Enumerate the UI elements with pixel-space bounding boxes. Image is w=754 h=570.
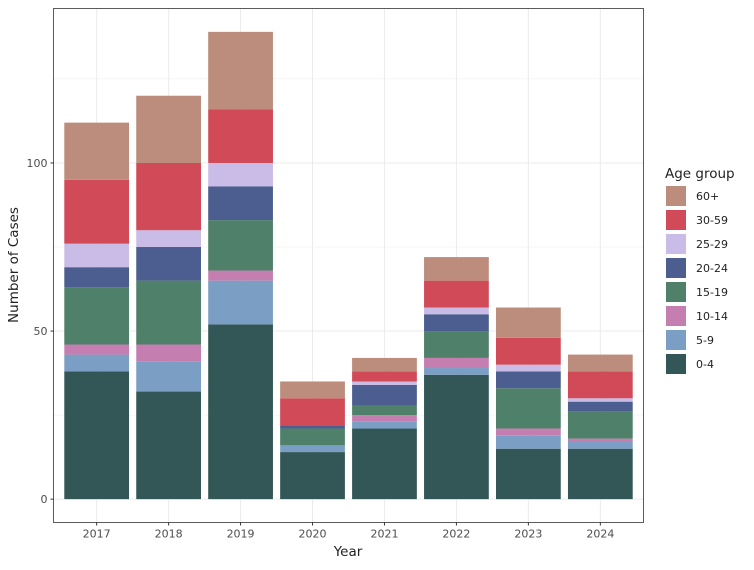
- y-tick-label: 50: [34, 325, 48, 338]
- x-tick-label: 2018: [155, 528, 183, 541]
- legend-label: 10-14: [696, 310, 728, 323]
- bar-segment-2017-5-9: [64, 354, 130, 372]
- y-axis: 0 50 100: [27, 157, 54, 506]
- legend-key-10-14: [666, 306, 686, 326]
- bar-segment-2018-20-24: [136, 247, 201, 281]
- legend-label: 25-29: [696, 238, 728, 251]
- bar-segment-2020-5-9: [280, 445, 345, 453]
- bar-segment-2018-15-19: [136, 280, 201, 345]
- x-tick-label: 2023: [514, 528, 542, 541]
- bar-segment-2019-20-24: [208, 186, 273, 221]
- legend: Age group 60+ 30-59 25-29 20-24 15-19 10-14 5-…: [665, 166, 735, 374]
- bar-segment-2022-25-29: [424, 307, 489, 315]
- bar-segment-2023-0-4: [496, 448, 561, 500]
- bar-segment-2023-30-59: [496, 337, 561, 365]
- x-tick-label: 2017: [83, 528, 111, 541]
- bar-segment-2019-5-9: [208, 280, 273, 325]
- bar-segment-2017-20-24: [64, 267, 130, 288]
- legend-label: 20-24: [696, 262, 728, 275]
- bar-segment-2023-10-14: [496, 428, 561, 436]
- bar-segment-2018-0-4: [136, 391, 201, 500]
- bar-segment-2019-0-4: [208, 324, 273, 500]
- bar-segment-2018-25-29: [136, 230, 201, 248]
- bar-segment-2017-25-29: [64, 243, 130, 268]
- legend-title: Age group: [665, 166, 735, 182]
- bar-segment-2024-60+: [567, 354, 633, 372]
- x-axis-label: Year: [333, 544, 363, 560]
- legend-key-20-24: [666, 258, 686, 278]
- legend-label: 15-19: [696, 286, 728, 299]
- legend-key-30-59: [666, 210, 686, 230]
- y-tick-label: 100: [27, 157, 48, 170]
- legend-key-5-9: [666, 330, 686, 350]
- bar-segment-2024-30-59: [567, 371, 633, 399]
- bar-segment-2017-0-4: [64, 371, 130, 500]
- bar-segment-2018-30-59: [136, 162, 201, 231]
- legend-label: 60+: [696, 190, 719, 203]
- legend-label: 5-9: [696, 334, 714, 347]
- bar-segment-2017-15-19: [64, 287, 130, 345]
- bar-segment-2019-60+: [208, 31, 273, 110]
- bar-segment-2021-25-29: [352, 381, 417, 385]
- bar-segment-2024-0-4: [567, 448, 633, 500]
- bar-segment-2018-5-9: [136, 361, 201, 392]
- bar-segment-2021-15-19: [352, 405, 417, 416]
- bar-segment-2023-15-19: [496, 388, 561, 429]
- bar-segment-2024-25-29: [567, 398, 633, 402]
- bar-segment-2021-5-9: [352, 421, 417, 429]
- bar-segment-2022-30-59: [424, 280, 489, 308]
- bar-segment-2017-10-14: [64, 344, 130, 355]
- bar-segment-2021-10-14: [352, 415, 417, 422]
- bar-segment-2019-25-29: [208, 162, 273, 187]
- bar-segment-2017-30-59: [64, 179, 130, 244]
- bar-segment-2024-10-14: [567, 438, 633, 442]
- bar-segment-2023-60+: [496, 307, 561, 338]
- x-tick-label: 2022: [442, 528, 470, 541]
- x-tick-label: 2020: [299, 528, 327, 541]
- legend-label: 0-4: [696, 358, 714, 371]
- bar-segment-2020-60+: [280, 381, 345, 399]
- legend-key-0-4: [666, 354, 686, 374]
- bar-segment-2020-20-24: [280, 425, 345, 429]
- x-tick-label: 2019: [227, 528, 255, 541]
- x-tick-label: 2024: [586, 528, 614, 541]
- bar-segment-2020-15-19: [280, 428, 345, 446]
- bar-segment-2024-20-24: [567, 401, 633, 412]
- bar-segment-2020-30-59: [280, 398, 345, 426]
- bar-segment-2018-60+: [136, 95, 201, 163]
- bar-segment-2022-5-9: [424, 368, 489, 375]
- legend-label: 30-59: [696, 214, 728, 227]
- y-axis-label: Number of Cases: [6, 207, 22, 323]
- legend-key-25-29: [666, 234, 686, 254]
- y-tick-label: 0: [41, 493, 48, 506]
- bar-segment-2021-60+: [352, 357, 417, 372]
- bar-segment-2023-20-24: [496, 371, 561, 389]
- bar-segment-2021-30-59: [352, 371, 417, 382]
- bar-segment-2022-60+: [424, 257, 489, 281]
- bar-segment-2020-0-4: [280, 452, 345, 500]
- bar-segment-2022-10-14: [424, 357, 489, 369]
- x-axis: 2017 2018 2019 2020 2021 2022 2023 2024: [83, 522, 614, 541]
- bar-segment-2022-15-19: [424, 331, 489, 358]
- bar-segment-2017-60+: [64, 122, 130, 180]
- bar-segment-2019-30-59: [208, 109, 273, 163]
- bar-segment-2021-20-24: [352, 384, 417, 406]
- panel-border: [53, 8, 644, 523]
- bar-segment-2024-15-19: [567, 411, 633, 439]
- x-tick-label: 2021: [370, 528, 398, 541]
- legend-key-60+: [666, 186, 686, 206]
- bar-segment-2024-5-9: [567, 441, 633, 449]
- bar-segment-2022-20-24: [424, 314, 489, 332]
- bar-segment-2018-10-14: [136, 344, 201, 362]
- bar-segment-2023-5-9: [496, 435, 561, 449]
- bar-segment-2019-15-19: [208, 220, 273, 271]
- bar-segment-2022-0-4: [424, 374, 489, 500]
- bar-segment-2019-10-14: [208, 270, 273, 281]
- bars: [64, 31, 633, 500]
- legend-key-15-19: [666, 282, 686, 302]
- bar-segment-2021-0-4: [352, 428, 417, 500]
- bar-segment-2023-25-29: [496, 364, 561, 372]
